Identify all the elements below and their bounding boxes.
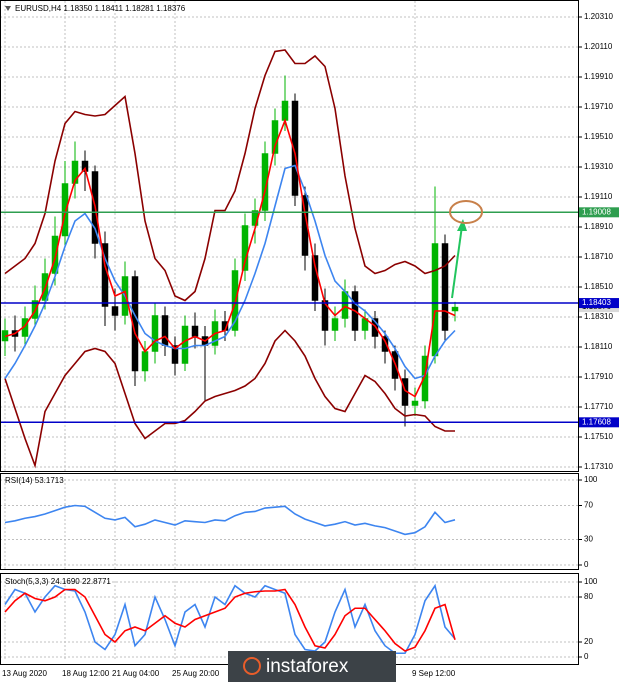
- candle-body: [281, 100, 289, 121]
- y-tick-label: 1.19710: [584, 102, 613, 111]
- candle-body: [141, 351, 149, 372]
- y-tick-label: 1.19510: [584, 132, 613, 141]
- indicator-line: [4, 49, 456, 302]
- y-tick-label: 1.17910: [584, 372, 613, 381]
- indicator-line: [4, 329, 455, 469]
- candle-body: [431, 243, 439, 357]
- symbol-icon: [5, 6, 11, 11]
- y-tick-label: 80: [584, 592, 593, 601]
- x-tick-label: 18 Aug 12:00: [62, 669, 110, 678]
- level-label: 1.19008: [582, 207, 611, 216]
- y-tick-label: 1.19110: [584, 192, 613, 201]
- candle-body: [241, 225, 249, 271]
- indicator-line: [4, 164, 456, 380]
- candle-body: [451, 306, 459, 312]
- watermark: instaforex: [266, 656, 349, 677]
- y-tick-label: 1.18110: [584, 342, 613, 351]
- indicator-line: [4, 504, 456, 536]
- level-label: 1.17608: [582, 417, 611, 426]
- candle-body: [51, 235, 59, 274]
- annotation-arrow: [451, 225, 463, 299]
- annotation-circle: [449, 200, 483, 224]
- candle-body: [191, 325, 199, 337]
- main-panel-frame: [0, 0, 579, 472]
- rsi-title: RSI(14) 53.1713: [5, 476, 64, 485]
- y-tick-label: 0: [584, 652, 589, 661]
- level-label-box: [579, 207, 619, 218]
- candle-body: [381, 336, 389, 352]
- y-tick-label: 1.19910: [584, 72, 613, 81]
- candle-body: [151, 315, 159, 352]
- x-tick-label: 25 Aug 20:00: [172, 669, 220, 678]
- candle-body: [331, 318, 339, 331]
- watermark-box: [228, 651, 396, 682]
- candle-body: [421, 355, 429, 402]
- chart-title: EURUSD,H4 1.18350 1.18411 1.18281 1.1837…: [15, 4, 186, 13]
- watermark-logo: [243, 657, 261, 675]
- candle-body: [441, 243, 449, 331]
- level-label: 1.18403: [582, 298, 611, 307]
- indicator-line: [4, 583, 456, 655]
- candle-body: [371, 318, 379, 337]
- y-tick-label: 1.18910: [584, 222, 613, 231]
- level-label-box: [579, 417, 619, 428]
- y-tick-label: 20: [584, 637, 593, 646]
- indicator-line: [4, 588, 456, 652]
- y-tick-label: 1.17510: [584, 432, 613, 441]
- x-tick-label: 13 Aug 2020: [2, 669, 47, 678]
- arrow-head: [457, 219, 467, 231]
- y-tick-label: 1.17710: [584, 402, 613, 411]
- y-tick-label: 100: [584, 475, 598, 484]
- candle-body: [71, 160, 79, 184]
- candle-body: [181, 325, 189, 364]
- y-tick-label: 70: [584, 501, 593, 510]
- y-tick-label: 1.20310: [584, 12, 613, 21]
- candle-body: [291, 100, 299, 196]
- rsi-panel-frame: [0, 473, 579, 570]
- y-tick-label: 1.20110: [584, 42, 613, 51]
- y-tick-label: 30: [584, 535, 593, 544]
- x-tick-label: 9 Sep 12:00: [412, 669, 456, 678]
- indicator-line: [4, 118, 456, 398]
- candle-body: [61, 183, 69, 237]
- y-tick-label: 0: [584, 560, 589, 569]
- y-tick-label: 1.18710: [584, 252, 613, 261]
- candle-body: [341, 291, 349, 319]
- y-tick-label: 1.18310: [584, 312, 613, 321]
- y-tick-label: 1.18510: [584, 282, 613, 291]
- candle-body: [111, 306, 119, 316]
- y-tick-label: 100: [584, 577, 598, 586]
- level-label-box: [579, 298, 619, 309]
- candle-body: [171, 345, 179, 364]
- candle-body: [161, 315, 169, 346]
- y-tick-label: 1.19310: [584, 162, 613, 171]
- y-tick-label: 1.17310: [584, 462, 613, 471]
- stoch-title: Stoch(5,3,3) 24.1690 22.8771: [5, 577, 111, 586]
- candle-body: [261, 153, 269, 211]
- x-tick-label: 21 Aug 04:00: [112, 669, 160, 678]
- candle-body: [411, 400, 419, 406]
